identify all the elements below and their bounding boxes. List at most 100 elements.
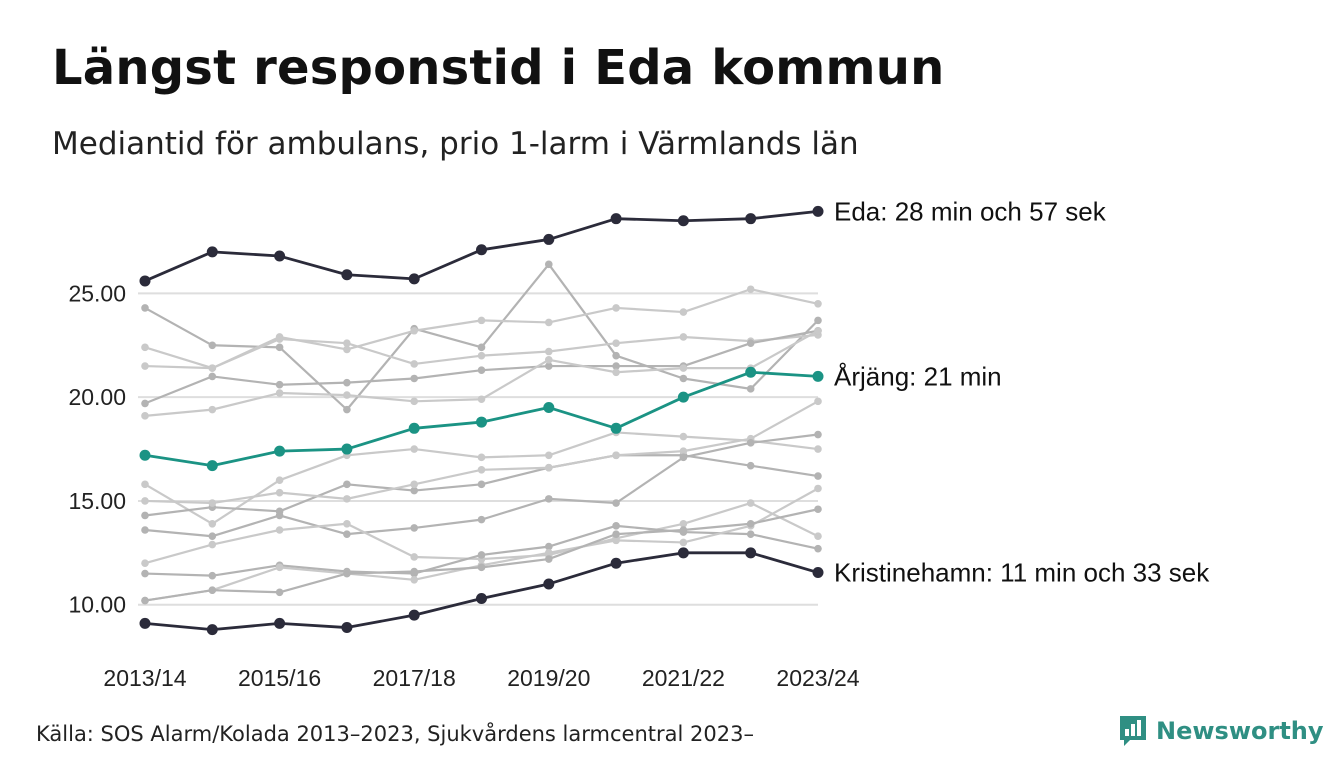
y-axis-ticks: 10.00 15.00 20.00 25.00: [68, 280, 126, 617]
x-tick-label: 2013/14: [103, 665, 186, 691]
other-series-point: [343, 339, 351, 348]
series--rj-ng-point: [408, 422, 420, 434]
other-series-point: [545, 362, 553, 370]
other-series-point: [141, 559, 149, 568]
series-labels: Eda: 28 min och 57 sek Årjäng: 21 min Kris…: [834, 196, 1210, 587]
other-series-point: [814, 326, 822, 335]
other-series-point: [477, 480, 486, 489]
other-series-point: [612, 304, 620, 312]
other-series-point: [679, 453, 688, 462]
other-series-point: [410, 326, 419, 335]
x-tick-label: 2017/18: [373, 665, 456, 691]
other-series-point: [208, 372, 217, 381]
other-series-point: [814, 472, 822, 480]
x-tick-label: 2019/20: [507, 665, 590, 691]
other-series-point: [275, 511, 284, 520]
x-tick-label: 2021/22: [642, 665, 725, 691]
other-series-point: [545, 555, 553, 563]
other-series-point: [275, 526, 284, 534]
other-series-point: [275, 389, 284, 397]
other-series-point: [208, 405, 217, 414]
series-kristinehamn-point: [476, 592, 487, 604]
other-series-point: [679, 308, 688, 316]
other-series-point: [275, 563, 284, 572]
other-series-point: [746, 339, 755, 348]
series-kristinehamn-point: [274, 617, 286, 629]
other-series-point: [814, 299, 822, 308]
other-series-point: [343, 519, 351, 528]
other-series-point: [545, 318, 553, 327]
other-series-point: [141, 497, 149, 505]
other-series-point: [410, 360, 419, 368]
other-series-point: [410, 445, 419, 453]
other-series-point: [545, 463, 553, 472]
brand-logo[interactable]: Newsworthy: [1118, 714, 1324, 748]
x-axis-ticks: 2013/14 2015/16 2017/18 2019/20 2021/22 2023/…: [103, 665, 859, 691]
other-series-point: [545, 451, 553, 460]
other-series-point: [141, 526, 149, 534]
series--rj-ng-point: [812, 370, 824, 382]
x-tick-label: 2015/16: [238, 665, 321, 691]
other-series-point: [477, 563, 486, 572]
other-series-point: [477, 343, 486, 352]
other-series-point: [679, 447, 688, 455]
other-series-point: [612, 522, 620, 530]
other-series-point: [343, 480, 351, 489]
series-eda-point: [677, 215, 689, 227]
other-series-point: [141, 304, 149, 312]
other-series-point: [141, 399, 149, 408]
other-series-point: [814, 397, 822, 406]
series-eda-point: [274, 250, 286, 262]
other-series-line: [144, 487, 819, 602]
series-eda-point: [610, 213, 622, 225]
other-series-point: [410, 576, 419, 584]
other-series-point: [477, 466, 486, 474]
other-series-point: [208, 499, 217, 507]
series-kristinehamn-point: [812, 567, 824, 579]
other-series-point: [746, 499, 755, 507]
other-series-point: [612, 536, 620, 545]
series-label-kristinehamn: Kristinehamn: 11 min och 33 sek: [834, 558, 1210, 588]
other-series-point: [275, 476, 284, 484]
other-series-point: [612, 339, 620, 348]
other-series-point: [275, 588, 284, 597]
series-eda-point: [745, 213, 757, 225]
series-kristinehamn-point: [341, 622, 353, 634]
other-series-point: [612, 362, 620, 370]
other-series-point: [746, 519, 755, 528]
series-kristinehamn-point: [206, 624, 218, 636]
other-series-point: [746, 385, 755, 393]
y-tick-label: 25.00: [68, 280, 126, 306]
series-label--rj-ng: Årjäng: 21 min: [834, 361, 1002, 391]
other-series-point: [814, 544, 822, 553]
other-series-point: [545, 549, 553, 557]
series-eda-point: [408, 273, 420, 285]
newsworthy-logo-icon: [1120, 716, 1146, 746]
series-kristinehamn-point: [408, 609, 420, 621]
source-note: Källa: SOS Alarm/Kolada 2013–2023, Sjukv…: [36, 722, 754, 746]
other-series-point: [612, 451, 620, 460]
other-series-point: [275, 335, 284, 343]
other-series-point: [141, 569, 149, 578]
other-series-point: [679, 374, 688, 383]
series-kristinehamn-point: [677, 547, 689, 559]
other-series-point: [746, 461, 755, 470]
series-kristinehamn-point: [139, 617, 151, 629]
other-series-point: [343, 405, 351, 414]
series-kristinehamn-point: [610, 557, 622, 569]
series-eda-point: [206, 246, 218, 258]
series--rj-ng-point: [543, 402, 555, 414]
other-series-point: [612, 530, 620, 538]
series--rj-ng-point: [610, 422, 622, 434]
other-series-point: [679, 538, 688, 547]
other-series-point: [545, 542, 553, 551]
other-series-point: [208, 540, 217, 549]
other-series-point: [208, 519, 217, 528]
other-series-point: [343, 530, 351, 538]
other-series-point: [410, 567, 419, 576]
other-series-point: [814, 430, 822, 439]
other-series-point: [545, 495, 553, 503]
other-series-point: [208, 341, 217, 350]
series--rj-ng-point: [745, 366, 757, 378]
